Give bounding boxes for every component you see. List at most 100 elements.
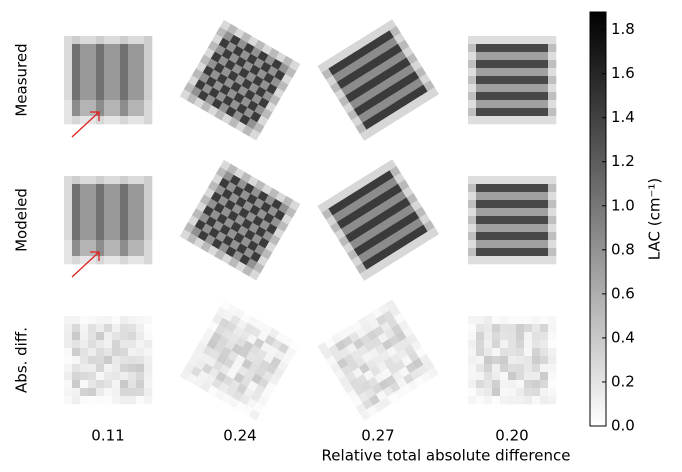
image-pixel — [72, 76, 80, 84]
image-pixel — [484, 396, 492, 404]
colorbar-label: LAC (cm⁻¹) — [646, 178, 664, 260]
image-pixel — [508, 100, 516, 108]
image-pixel — [136, 192, 144, 200]
image-pixel — [468, 92, 476, 100]
image-pixel — [524, 380, 532, 388]
image-pixel — [484, 116, 492, 124]
image-pixel — [508, 92, 516, 100]
image-pixel — [476, 116, 484, 124]
image-pixel — [548, 332, 556, 340]
image-pixel — [492, 232, 500, 240]
image-pixel — [540, 248, 548, 256]
image-pixel — [64, 52, 72, 60]
image-pixel — [80, 44, 88, 52]
colorbar-tick-label: 0.0 — [611, 417, 635, 435]
image-pixel — [88, 388, 96, 396]
image-pixel — [468, 248, 476, 256]
image-pixel — [96, 332, 104, 340]
image-pixel — [532, 340, 540, 348]
row-label: Abs. diff. — [13, 327, 31, 393]
image-pixel — [548, 84, 556, 92]
image-pixel — [524, 240, 532, 248]
image-pixel — [540, 116, 548, 124]
image-pixel — [500, 380, 508, 388]
image-pixel — [128, 256, 136, 264]
image-pixel — [476, 348, 484, 356]
colorbar-tick-label: 1.0 — [611, 196, 635, 214]
image-pixel — [88, 76, 96, 84]
image-pixel — [104, 100, 112, 108]
image-pixel — [468, 372, 476, 380]
image-pixel — [524, 36, 532, 44]
image-pixel — [112, 60, 120, 68]
image-pixel — [144, 84, 152, 92]
image-pixel — [80, 332, 88, 340]
image-pixel — [144, 388, 152, 396]
image-pixel — [468, 232, 476, 240]
image-pixel — [144, 76, 152, 84]
image-pixel — [508, 332, 516, 340]
image-pixel — [500, 248, 508, 256]
image-pixel — [484, 44, 492, 52]
image-pixel — [112, 396, 120, 404]
image-pixel — [484, 372, 492, 380]
image-pixel — [104, 240, 112, 248]
image-pixel — [136, 248, 144, 256]
image-pixel — [104, 356, 112, 364]
image-pixel — [540, 200, 548, 208]
colorbar-tick-label: 1.6 — [611, 64, 635, 82]
image-pixel — [532, 108, 540, 116]
image-pixel — [80, 84, 88, 92]
image-pixel — [548, 348, 556, 356]
column-value-label: 0.20 — [495, 427, 528, 445]
image-pixel — [476, 396, 484, 404]
colorbar-tick-label: 1.2 — [611, 152, 635, 170]
image-pixel — [144, 248, 152, 256]
image-pixel — [104, 388, 112, 396]
image-pixel — [468, 216, 476, 224]
image-pixel — [540, 364, 548, 372]
image-pixel — [96, 60, 104, 68]
image-pixel — [484, 232, 492, 240]
image-pixel — [120, 84, 128, 92]
image-pixel — [540, 100, 548, 108]
image-pixel — [128, 68, 136, 76]
image-pixel — [96, 396, 104, 404]
image-pixel — [128, 44, 136, 52]
image-pixel — [64, 176, 72, 184]
image-pixel — [96, 208, 104, 216]
image-pixel — [484, 76, 492, 84]
image-pixel — [500, 52, 508, 60]
image-pixel — [112, 388, 120, 396]
image-pixel — [88, 52, 96, 60]
image-pixel — [96, 92, 104, 100]
image-pixel — [540, 224, 548, 232]
image-pixel — [64, 380, 72, 388]
image-pixel — [88, 324, 96, 332]
image-pixel — [532, 248, 540, 256]
image-pixel — [468, 316, 476, 324]
image-pixel — [144, 116, 152, 124]
image-pixel — [64, 60, 72, 68]
image-pixel — [64, 316, 72, 324]
image-pixel — [96, 200, 104, 208]
image-pixel — [516, 52, 524, 60]
image-pixel — [80, 396, 88, 404]
image-pixel — [104, 36, 112, 44]
image-pixel — [64, 36, 72, 44]
image-pixel — [516, 200, 524, 208]
image-pixel — [96, 76, 104, 84]
image-pixel — [484, 364, 492, 372]
image-pixel — [516, 76, 524, 84]
image-pixel — [468, 36, 476, 44]
image-pixel — [104, 184, 112, 192]
image-pixel — [72, 44, 80, 52]
image-pixel — [104, 92, 112, 100]
image-pixel — [468, 348, 476, 356]
image-pixel — [64, 348, 72, 356]
image-pixel — [540, 60, 548, 68]
image-pixel — [476, 184, 484, 192]
image-pixel — [128, 36, 136, 44]
image-pixel — [476, 364, 484, 372]
image-pixel — [516, 108, 524, 116]
